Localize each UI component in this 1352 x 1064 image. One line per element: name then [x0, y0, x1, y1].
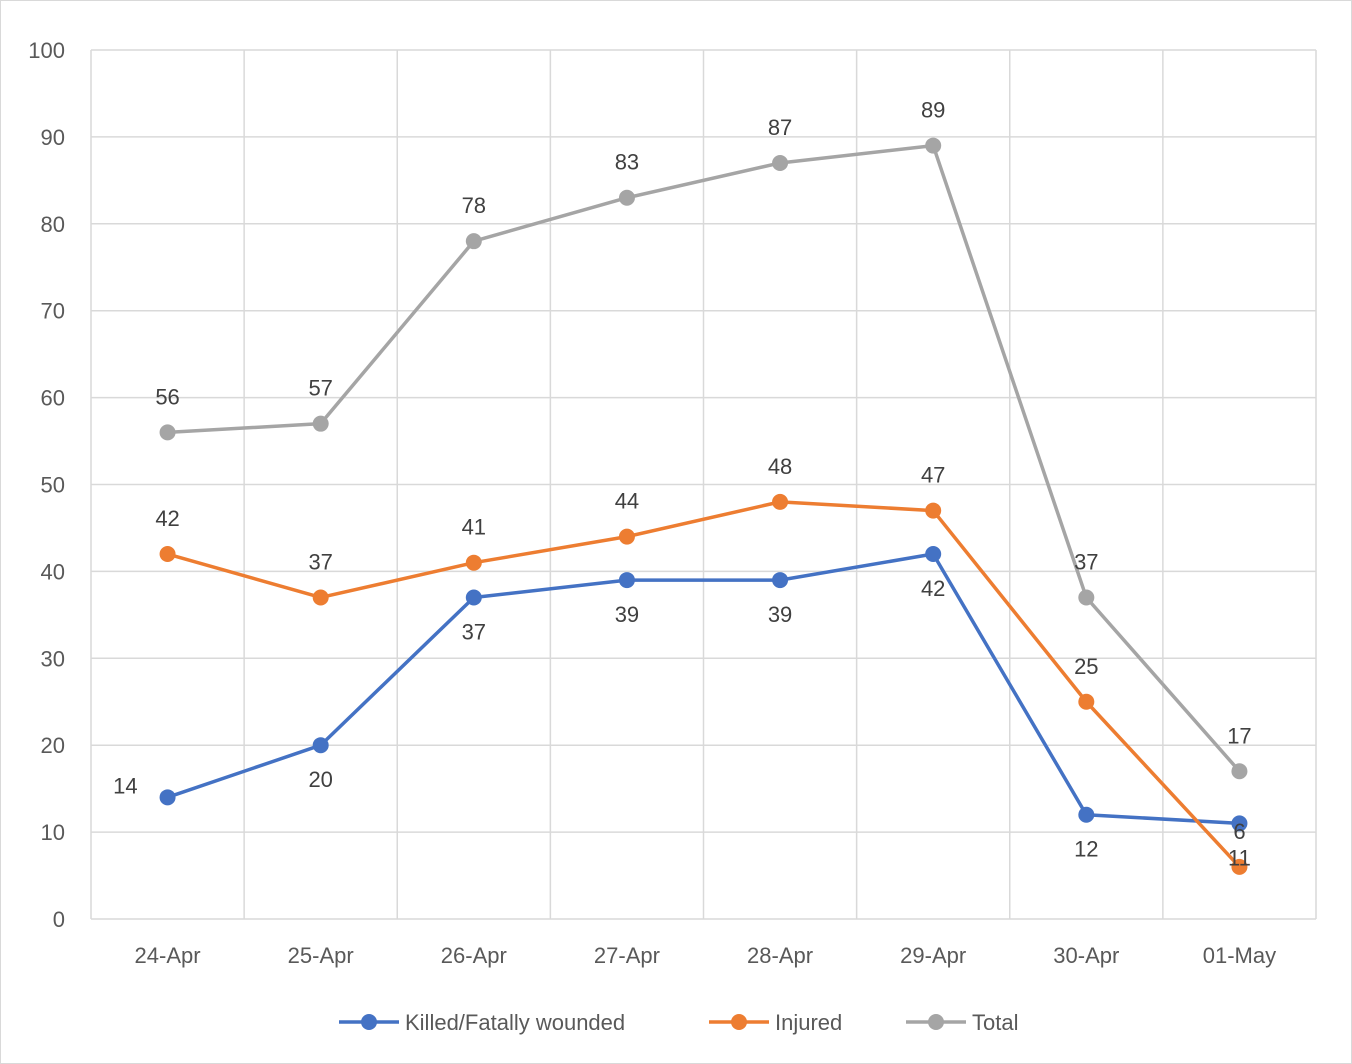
data-label: 11: [1228, 845, 1251, 870]
data-point: [465, 554, 482, 571]
data-label: 25: [1074, 654, 1098, 679]
legend-label: Total: [972, 1010, 1018, 1035]
legend: Killed/Fatally wounded Injured Total: [339, 1010, 1018, 1035]
legend-swatch-marker: [731, 1014, 747, 1030]
y-tick-label: 20: [41, 733, 65, 758]
data-point: [159, 789, 176, 806]
data-label: 37: [1074, 549, 1098, 574]
y-tick-label: 40: [41, 559, 65, 584]
data-label: 83: [615, 150, 639, 175]
data-point: [772, 493, 789, 510]
x-tick-label: 29-Apr: [900, 943, 966, 968]
data-label: 39: [768, 602, 792, 627]
legend-label: Killed/Fatally wounded: [405, 1010, 625, 1035]
data-point: [1078, 806, 1095, 823]
data-point: [925, 546, 942, 563]
data-label: 12: [1074, 837, 1098, 862]
gridlines: [90, 49, 1317, 920]
data-label: 89: [921, 98, 945, 123]
y-tick-label: 10: [41, 820, 65, 845]
data-point: [1231, 763, 1248, 780]
data-point: [925, 137, 942, 154]
y-axis-ticks: 0 10 20 30 40 50 60 70 80 90 100: [28, 38, 65, 932]
series-group: [159, 137, 1248, 875]
x-tick-label: 24-Apr: [135, 943, 201, 968]
data-point: [312, 589, 329, 606]
data-point: [159, 424, 176, 441]
data-label: 48: [768, 454, 792, 479]
data-label: 42: [155, 506, 179, 531]
data-point: [618, 528, 635, 545]
data-label: 6: [1233, 819, 1245, 844]
x-tick-label: 30-Apr: [1053, 943, 1119, 968]
data-label: 37: [462, 619, 486, 644]
data-label: 44: [615, 489, 639, 514]
data-point: [618, 189, 635, 206]
y-tick-label: 90: [41, 125, 65, 150]
series-line: [167, 143, 1241, 773]
x-tick-label: 26-Apr: [441, 943, 507, 968]
x-tick-label: 01-May: [1203, 943, 1276, 968]
data-point: [465, 589, 482, 606]
series-line: [166, 552, 1240, 826]
x-tick-label: 28-Apr: [747, 943, 813, 968]
data-point: [618, 572, 635, 589]
data-label: 87: [768, 115, 792, 140]
data-label: 57: [308, 376, 332, 401]
y-tick-label: 70: [41, 299, 65, 324]
y-tick-label: 60: [41, 386, 65, 411]
legend-swatch-marker: [361, 1014, 377, 1030]
data-label: 14: [113, 773, 137, 798]
data-point: [1231, 858, 1248, 875]
data-point: [1078, 693, 1095, 710]
y-tick-label: 30: [41, 646, 65, 671]
data-label: 17: [1227, 723, 1251, 748]
data-label: 20: [308, 767, 332, 792]
data-label: 56: [155, 384, 179, 409]
y-tick-label: 50: [41, 473, 65, 498]
data-point: [1078, 589, 1095, 606]
data-point: [772, 572, 789, 589]
data-point: [465, 233, 482, 250]
data-point: [312, 415, 329, 432]
y-tick-label: 80: [41, 212, 65, 237]
x-axis-ticks: 24-Apr 25-Apr 26-Apr 27-Apr 28-Apr 29-Apr 30-A…: [135, 943, 1277, 968]
legend-label: Injured: [775, 1010, 842, 1035]
data-point: [1231, 815, 1248, 832]
data-label: 47: [921, 463, 945, 488]
x-tick-label: 27-Apr: [594, 943, 660, 968]
data-label: 78: [462, 193, 486, 218]
data-label: 39: [615, 602, 639, 627]
series-line: [167, 500, 1241, 869]
data-label: 42: [921, 576, 945, 601]
data-labels: 14 20 37 39 39 42 12 11 42 37 41 44 48 47 25 6 56 57 78 83 8…: [113, 98, 1252, 871]
x-tick-label: 25-Apr: [288, 943, 354, 968]
data-point: [925, 502, 942, 519]
data-point: [312, 737, 329, 754]
y-tick-label: 100: [28, 38, 65, 63]
legend-swatch-marker: [928, 1014, 944, 1030]
y-tick-label: 0: [53, 907, 65, 932]
data-label: 41: [462, 515, 486, 540]
data-label: 37: [308, 549, 332, 574]
data-point: [159, 546, 176, 563]
data-point: [772, 154, 789, 171]
